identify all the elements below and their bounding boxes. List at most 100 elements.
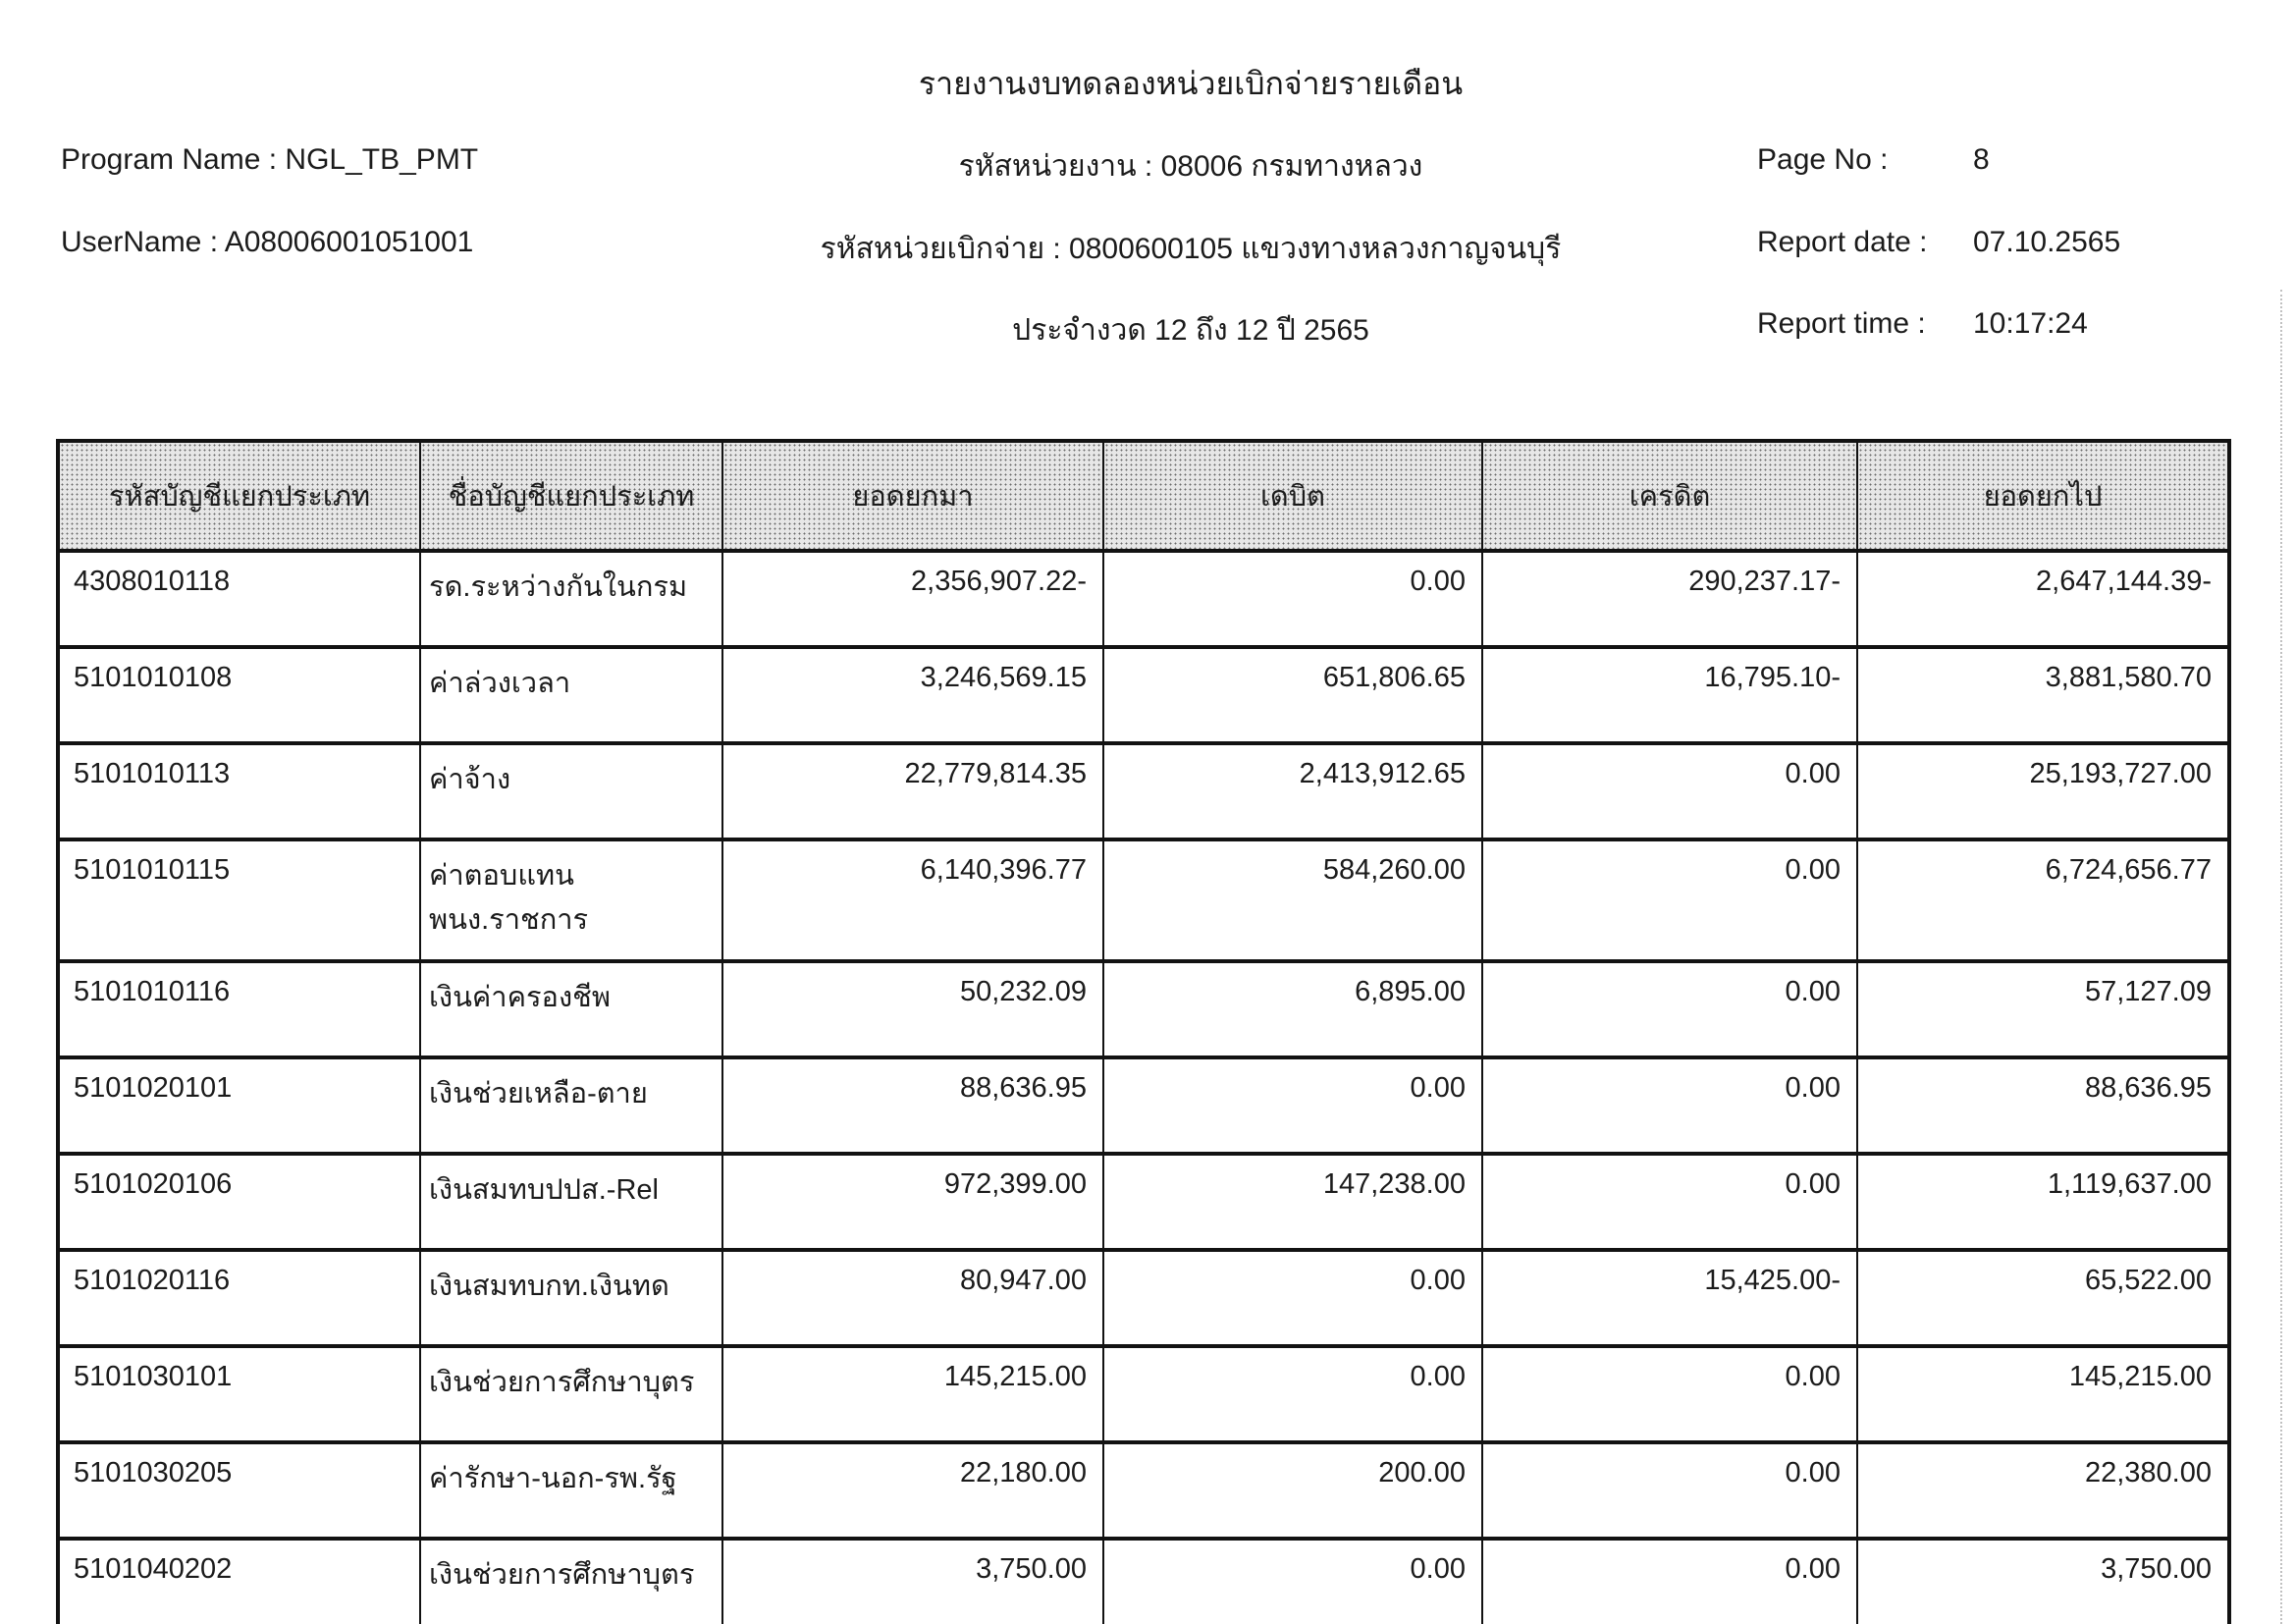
amount-cell: 22,380.00 xyxy=(1856,1440,2230,1541)
account-code-cell: 5101020101 xyxy=(57,1056,421,1156)
amount-cell: 6,895.00 xyxy=(1102,959,1483,1059)
disbursement-code-line: รหัสหน่วยเบิกจ่าย : 0800600105 แขวงทางหล… xyxy=(820,233,1562,265)
account-name-cell: เงินค่าครองชีพ xyxy=(419,959,723,1059)
report-time-label: Report time : xyxy=(1757,307,1926,340)
table-row: 5101010115 ค่าตอบแทนพนง.ราชการ 6,140,396.7… xyxy=(57,838,2230,963)
column-header-brought-forward: ยอดยกมา xyxy=(721,439,1104,553)
amount-cell: 145,215.00 xyxy=(1856,1344,2230,1444)
amount-cell: 3,881,580.70 xyxy=(1856,645,2230,745)
amount-cell: 3,246,569.15 xyxy=(721,645,1104,745)
amount-cell: 0.00 xyxy=(1102,1344,1483,1444)
amount-cell: 145,215.00 xyxy=(721,1344,1104,1444)
amount-cell: 0.00 xyxy=(1481,959,1858,1059)
account-name-cell: ค่าล่วงเวลา xyxy=(419,645,723,745)
username-value: A08006001051001 xyxy=(224,226,474,258)
account-code-cell: 5101030101 xyxy=(57,1344,421,1444)
amount-cell: 80,947.00 xyxy=(721,1248,1104,1348)
account-code-cell: 5101010108 xyxy=(57,645,421,745)
account-name-cell: เงินช่วยเหลือ-ตาย xyxy=(419,1056,723,1156)
amount-cell: 65,522.00 xyxy=(1856,1248,2230,1348)
account-code-cell: 5101010116 xyxy=(57,959,421,1059)
amount-cell: 6,724,656.77 xyxy=(1856,838,2230,963)
table-row: 4308010118 รด.ระหว่างกันในกรม 2,356,907.22… xyxy=(57,549,2230,649)
table-row: 5101020106 เงินสมทบปปส.-Rel 972,399.00 147,… xyxy=(57,1152,2230,1252)
table-row: 5101010116 เงินค่าครองชีพ 50,232.09 6,895.0… xyxy=(57,959,2230,1059)
account-code-cell: 5101020116 xyxy=(57,1248,421,1348)
trial-balance-table-container: รหัสบัญชีแยกประเภท ชื่อบัญชีแยกประเภท ยอ… xyxy=(56,439,2231,1624)
table-row: 5101020116 เงินสมทบกท.เงินทด 80,947.00 0.00… xyxy=(57,1248,2230,1348)
page-no-label: Page No : xyxy=(1757,143,1889,176)
account-code-cell: 4308010118 xyxy=(57,549,421,649)
table-header-row: รหัสบัญชีแยกประเภท ชื่อบัญชีแยกประเภท ยอ… xyxy=(57,439,2230,553)
amount-cell: 0.00 xyxy=(1481,1537,1858,1624)
account-name-cell: รด.ระหว่างกันในกรม xyxy=(419,549,723,649)
account-code-cell: 5101030205 xyxy=(57,1440,421,1541)
amount-cell: 0.00 xyxy=(1481,838,1858,963)
program-name-line: Program Name : NGL_TB_PMT xyxy=(61,143,478,177)
username-label: UserName : xyxy=(61,226,219,258)
table-row: 5101010113 ค่าจ้าง 22,779,814.35 2,413,912.… xyxy=(57,741,2230,841)
amount-cell: 50,232.09 xyxy=(721,959,1104,1059)
username-line: UserName : A08006001051001 xyxy=(61,226,473,259)
trial-balance-table: รหัสบัญชีแยกประเภท ชื่อบัญชีแยกประเภท ยอ… xyxy=(56,439,2231,1624)
amount-cell: 25,193,727.00 xyxy=(1856,741,2230,841)
column-header-debit: เดบิต xyxy=(1102,439,1483,553)
amount-cell: 15,425.00- xyxy=(1481,1248,1858,1348)
account-name-cell: เงินสมทบกท.เงินทด xyxy=(419,1248,723,1348)
amount-cell: 1,119,637.00 xyxy=(1856,1152,2230,1252)
amount-cell: 2,413,912.65 xyxy=(1102,741,1483,841)
account-name-cell: เงินช่วยการศึกษาบุตร xyxy=(419,1344,723,1444)
amount-cell: 57,127.09 xyxy=(1856,959,2230,1059)
account-name-cell: ค่ารักษา-นอก-รพ.รัฐ xyxy=(419,1440,723,1541)
amount-cell: 2,356,907.22- xyxy=(721,549,1104,649)
amount-cell: 200.00 xyxy=(1102,1440,1483,1541)
amount-cell: 147,238.00 xyxy=(1102,1152,1483,1252)
amount-cell: 22,779,814.35 xyxy=(721,741,1104,841)
amount-cell: 3,750.00 xyxy=(721,1537,1104,1624)
amount-cell: 0.00 xyxy=(1481,1056,1858,1156)
amount-cell: 972,399.00 xyxy=(721,1152,1104,1252)
amount-cell: 16,795.10- xyxy=(1481,645,1858,745)
report-date-label: Report date : xyxy=(1757,226,1928,258)
account-name-cell: เงินสมทบปปส.-Rel xyxy=(419,1152,723,1252)
account-name-cell: ค่าตอบแทนพนง.ราชการ xyxy=(419,838,723,963)
amount-cell: 88,636.95 xyxy=(721,1056,1104,1156)
account-code-cell: 5101040202 xyxy=(57,1537,421,1624)
amount-cell: 2,647,144.39- xyxy=(1856,549,2230,649)
amount-cell: 0.00 xyxy=(1102,1056,1483,1156)
column-header-credit: เครดิต xyxy=(1481,439,1858,553)
amount-cell: 584,260.00 xyxy=(1102,838,1483,963)
page-no-value: 8 xyxy=(1973,143,1990,176)
column-header-account-name: ชื่อบัญชีแยกประเภท xyxy=(419,439,723,553)
table-row: 5101030101 เงินช่วยการศึกษาบุตร 145,215.00… xyxy=(57,1344,2230,1444)
amount-cell: 290,237.17- xyxy=(1481,549,1858,649)
period-line: ประจำงวด 12 ถึง 12 ปี 2565 xyxy=(1012,314,1369,347)
amount-cell: 0.00 xyxy=(1102,1248,1483,1348)
amount-cell: 651,806.65 xyxy=(1102,645,1483,745)
amount-cell: 0.00 xyxy=(1102,549,1483,649)
report-time-value: 10:17:24 xyxy=(1973,307,2088,340)
amount-cell: 0.00 xyxy=(1102,1537,1483,1624)
amount-cell: 6,140,396.77 xyxy=(721,838,1104,963)
account-name-cell: เงินช่วยการศึกษาบุตร xyxy=(419,1537,723,1624)
program-name-label: Program Name : xyxy=(61,143,278,176)
table-row: 5101030205 ค่ารักษา-นอก-รพ.รัฐ 22,180.00 20… xyxy=(57,1440,2230,1541)
report-title: รายงานงบทดลองหน่วยเบิกจ่ายรายเดือน xyxy=(918,66,1464,101)
table-row: 5101040202 เงินช่วยการศึกษาบุตร 3,750.00 0.… xyxy=(57,1537,2230,1624)
amount-cell: 0.00 xyxy=(1481,1152,1858,1252)
account-code-cell: 5101020106 xyxy=(57,1152,421,1252)
report-date-value: 07.10.2565 xyxy=(1973,226,2121,258)
table-row: 5101010108 ค่าล่วงเวลา 3,246,569.15 651,806… xyxy=(57,645,2230,745)
amount-cell: 0.00 xyxy=(1481,1344,1858,1444)
program-name-value: NGL_TB_PMT xyxy=(285,143,479,176)
amount-cell: 3,750.00 xyxy=(1856,1537,2230,1624)
column-header-carried-forward: ยอดยกไป xyxy=(1856,439,2230,553)
amount-cell: 0.00 xyxy=(1481,741,1858,841)
amount-cell: 22,180.00 xyxy=(721,1440,1104,1541)
account-name-cell: ค่าจ้าง xyxy=(419,741,723,841)
column-header-account-code: รหัสบัญชีแยกประเภท xyxy=(57,439,421,553)
account-code-cell: 5101010113 xyxy=(57,741,421,841)
table-row: 5101020101 เงินช่วยเหลือ-ตาย 88,636.95 0.00… xyxy=(57,1056,2230,1156)
agency-code-line: รหัสหน่วยงาน : 08006 กรมทางหลวง xyxy=(958,150,1423,183)
